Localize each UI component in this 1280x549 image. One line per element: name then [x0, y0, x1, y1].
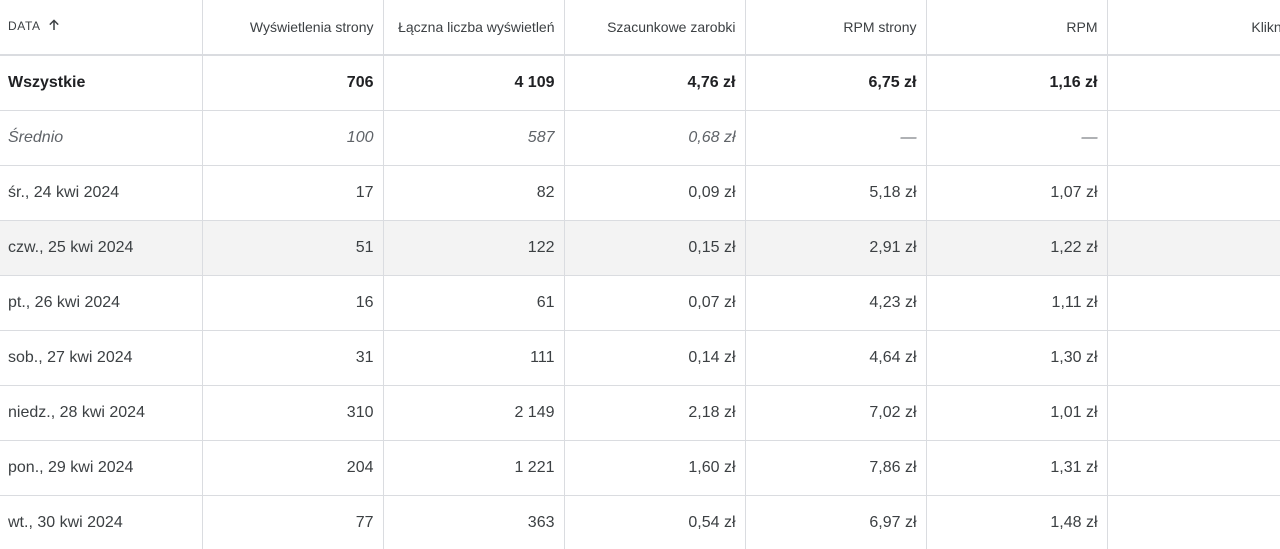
date-cell: wt., 30 kwi 2024 — [0, 495, 203, 549]
metric-cell: 204 — [202, 440, 384, 496]
metric-cell: 17 — [202, 165, 384, 221]
metric-cell: 4,23 zł — [745, 275, 927, 331]
column-header-label: Łączna liczba wyświetleń — [398, 19, 555, 35]
column-header-label: Wyświetlenia strony — [249, 19, 374, 35]
metric-cell: 1,01 zł — [926, 385, 1108, 441]
metric-cell: 0 — [1107, 220, 1280, 276]
arrow-up-icon[interactable] — [47, 18, 61, 35]
metric-cell: 7,02 zł — [745, 385, 927, 441]
metric-cell: 7,86 zł — [745, 440, 927, 496]
header-row: DATA Wyświetlenia strony Łączna liczba w… — [0, 0, 1280, 56]
metric-cell: 363 — [383, 495, 565, 549]
total-row: Wszystkie 706 4 109 4,76 zł 6,75 zł 1,16… — [0, 55, 1280, 111]
date-cell: śr., 24 kwi 2024 — [0, 165, 203, 221]
metric-cell: 1 221 — [383, 440, 565, 496]
date-cell: niedz., 28 kwi 2024 — [0, 385, 203, 441]
total-cell: 4,76 zł — [564, 55, 746, 111]
metric-cell: 111 — [383, 330, 565, 386]
average-cell: 100 — [202, 110, 384, 166]
column-header-label: Szacunkowe zarobki — [607, 19, 736, 35]
date-cell: pon., 29 kwi 2024 — [0, 440, 203, 496]
metric-cell: 1,60 zł — [564, 440, 746, 496]
column-header-label: DATA — [8, 19, 41, 34]
metric-cell: 82 — [383, 165, 565, 221]
metric-cell: 1,07 zł — [926, 165, 1108, 221]
metric-cell: 1,22 zł — [926, 220, 1108, 276]
metric-cell: 77 — [202, 495, 384, 549]
metric-cell: 2,91 zł — [745, 220, 927, 276]
total-cell: 16 — [1107, 55, 1280, 111]
average-row: Średnio 100 587 0,68 zł — — 2 — [0, 110, 1280, 166]
average-cell: 587 — [383, 110, 565, 166]
average-cell: 0,68 zł — [564, 110, 746, 166]
column-header-label: RPM strony — [843, 19, 917, 35]
table-body: Wszystkie 706 4 109 4,76 zł 6,75 zł 1,16… — [0, 55, 1280, 549]
metric-cell: 1,48 zł — [926, 495, 1108, 549]
metric-cell: 31 — [202, 330, 384, 386]
table-header: DATA Wyświetlenia strony Łączna liczba w… — [0, 0, 1280, 56]
metric-cell: 122 — [383, 220, 565, 276]
column-header-page-rpm[interactable]: RPM strony — [745, 0, 927, 56]
metric-cell: 2 — [1107, 495, 1280, 549]
table-row[interactable]: niedz., 28 kwi 2024 310 2 149 2,18 zł 7,02 z… — [0, 385, 1280, 441]
average-cell: — — [926, 110, 1108, 166]
table-row[interactable]: pt., 26 kwi 2024 16 61 0,07 zł 4,23 zł 1,11 z… — [0, 275, 1280, 331]
table-row[interactable]: sob., 27 kwi 2024 31 111 0,14 zł 4,64 zł 1,30… — [0, 330, 1280, 386]
table-row[interactable]: czw., 25 kwi 2024 51 122 0,15 zł 2,91 zł 1,22… — [0, 220, 1280, 276]
column-header-clicks[interactable]: Kliknięcia — [1107, 0, 1280, 56]
metric-cell: 5,18 zł — [745, 165, 927, 221]
metric-cell: 0,54 zł — [564, 495, 746, 549]
column-header-rpm[interactable]: RPM — [926, 0, 1108, 56]
table-row[interactable]: śr., 24 kwi 2024 17 82 0,09 zł 5,18 zł 1,07 z… — [0, 165, 1280, 221]
metric-cell: 0,07 zł — [564, 275, 746, 331]
metric-cell: 4,64 zł — [745, 330, 927, 386]
metric-cell: 0,14 zł — [564, 330, 746, 386]
metric-cell: 1,11 zł — [926, 275, 1108, 331]
metric-cell: 4 — [1107, 385, 1280, 441]
table-row[interactable]: wt., 30 kwi 2024 77 363 0,54 zł 6,97 zł 1,48 … — [0, 495, 1280, 549]
total-cell: 6,75 zł — [745, 55, 927, 111]
column-header-page-views[interactable]: Wyświetlenia strony — [202, 0, 384, 56]
total-cell: 706 — [202, 55, 384, 111]
metric-cell: 0 — [1107, 275, 1280, 331]
column-header-date[interactable]: DATA — [0, 0, 203, 56]
average-cell: Średnio — [0, 110, 203, 166]
total-cell: 1,16 zł — [926, 55, 1108, 111]
date-cell: czw., 25 kwi 2024 — [0, 220, 203, 276]
column-header-estimated-earnings[interactable]: Szacunkowe zarobki — [564, 0, 746, 56]
date-cell: sob., 27 kwi 2024 — [0, 330, 203, 386]
metric-cell: 61 — [383, 275, 565, 331]
metric-cell: 1,31 zł — [926, 440, 1108, 496]
metric-cell: 310 — [202, 385, 384, 441]
average-cell: 2 — [1107, 110, 1280, 166]
metric-cell: 6,97 zł — [745, 495, 927, 549]
average-cell: — — [745, 110, 927, 166]
column-header-label: Kliknięcia — [1251, 19, 1280, 35]
metric-cell: 16 — [202, 275, 384, 331]
metric-cell: 0,15 zł — [564, 220, 746, 276]
total-cell: 4 109 — [383, 55, 565, 111]
column-header-impressions[interactable]: Łączna liczba wyświetleń — [383, 0, 565, 56]
date-cell: pt., 26 kwi 2024 — [0, 275, 203, 331]
metric-cell: 1 — [1107, 330, 1280, 386]
metric-cell: 2 149 — [383, 385, 565, 441]
column-header-label: RPM — [1066, 19, 1098, 35]
metric-cell: 0,09 zł — [564, 165, 746, 221]
table-row[interactable]: pon., 29 kwi 2024 204 1 221 1,60 zł 7,86 zł 1… — [0, 440, 1280, 496]
total-cell: Wszystkie — [0, 55, 203, 111]
metric-cell: 1 — [1107, 165, 1280, 221]
metric-cell: 2,18 zł — [564, 385, 746, 441]
metric-cell: 8 — [1107, 440, 1280, 496]
metric-cell: 1,30 zł — [926, 330, 1108, 386]
metric-cell: 51 — [202, 220, 384, 276]
